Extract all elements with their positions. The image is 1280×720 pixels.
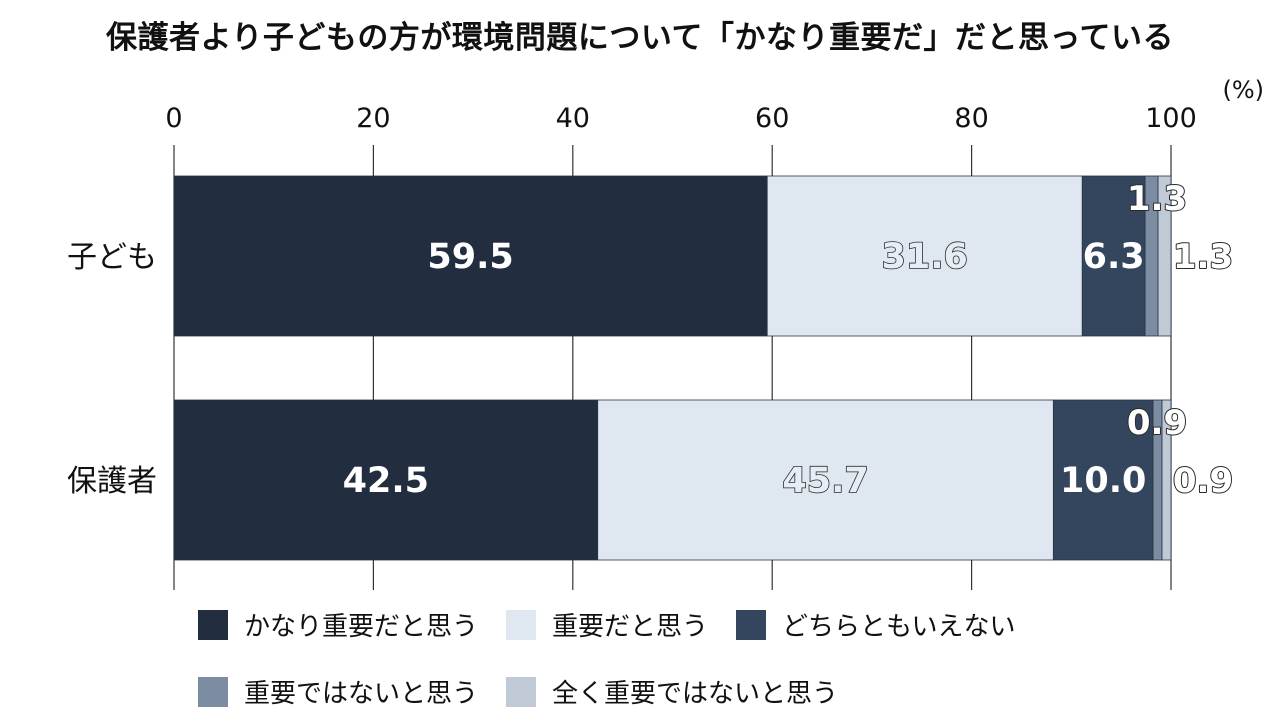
legend-item: 重要ではないと思う <box>198 673 478 710</box>
x-tick-label: 40 <box>556 103 590 134</box>
x-tick-label: 100 <box>1145 103 1197 134</box>
data-label: 1.3 <box>1173 237 1233 277</box>
legend-item: 全く重要ではないと思う <box>506 673 838 710</box>
bar-segment <box>766 175 1083 337</box>
data-label: 59.5 <box>427 237 513 277</box>
x-tick-label: 20 <box>356 103 390 134</box>
bar-segment <box>1157 175 1172 337</box>
bar-segment <box>597 399 1054 561</box>
legend-label: どちらともいえない <box>782 612 1016 642</box>
unit-label: (%) <box>1222 76 1264 104</box>
data-label: 42.5 <box>343 461 429 501</box>
data-label: 31.6 <box>882 237 968 277</box>
legend-item: どちらともいえない <box>736 606 1016 643</box>
bar-segment <box>173 175 768 337</box>
legend-label: 重要ではないと思う <box>244 679 479 709</box>
legend-swatch <box>506 676 537 707</box>
legend-item: 重要だと思う <box>506 606 708 643</box>
data-label: 6.3 <box>1083 237 1145 277</box>
data-label: 0.9 <box>1173 461 1233 501</box>
legend-swatch <box>198 676 228 707</box>
data-label: 45.7 <box>782 461 868 501</box>
data-label: 0.9 <box>1127 403 1187 443</box>
bar-segment <box>1161 399 1172 561</box>
legend-swatch <box>736 609 767 640</box>
legend-swatch <box>198 609 228 640</box>
chart-legend: かなり重要だと思う 重要だと思う どちらともいえない重要ではないと思う 全く重要ではな… <box>198 606 1258 710</box>
legend-label: 全く重要ではないと思う <box>552 679 839 709</box>
bar-segment <box>1052 399 1154 561</box>
legend-swatch <box>506 609 537 640</box>
legend-label: かなり重要だと思う <box>244 612 479 642</box>
category-label: 保護者 <box>67 464 157 499</box>
data-label: 1.3 <box>1127 179 1187 219</box>
legend-item: かなり重要だと思う <box>198 606 478 643</box>
x-tick-label: 60 <box>755 103 789 134</box>
bar-segment <box>173 399 599 561</box>
category-label: 子ども <box>67 240 157 275</box>
x-tick-label: 0 <box>165 103 182 134</box>
legend-label: 重要だと思う <box>552 612 709 642</box>
data-label: 10.0 <box>1060 461 1146 501</box>
x-tick-label: 80 <box>954 103 988 134</box>
chart-title: 保護者より子どもの方が環境問題について「かなり重要だ」だと思っている <box>106 20 1174 56</box>
